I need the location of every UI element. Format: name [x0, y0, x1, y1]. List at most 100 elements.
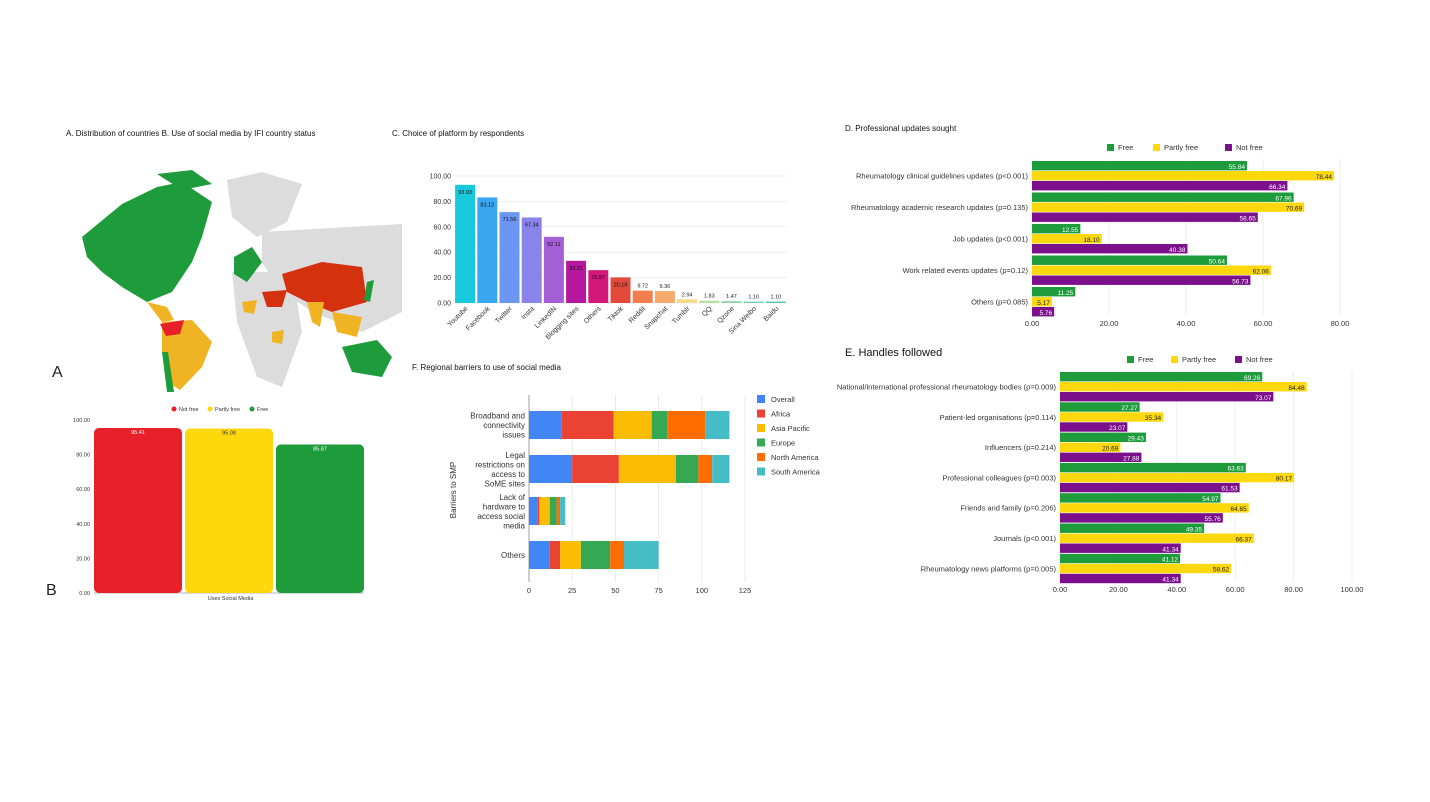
stacked-segment-f: [529, 455, 573, 483]
legend-swatch-f: [757, 453, 765, 461]
stacked-segment-f: [613, 411, 652, 439]
legend-marker-b: [207, 406, 213, 412]
stacked-segment-f: [549, 541, 561, 569]
bar-value-label: 61.53: [1221, 486, 1238, 493]
legend-swatch: [1127, 356, 1134, 363]
chart-b: Not free Partly free Free 0.00 20.00 40.00 60.…: [73, 406, 364, 602]
africa-shape: [232, 272, 302, 387]
chart-c: 0.0020.0040.0060.0080.00100.0093.03Youtu…: [430, 174, 787, 341]
stacked-segment-f: [560, 497, 566, 525]
bar: [1032, 265, 1271, 275]
bar-value-label: 66.34: [1269, 184, 1286, 191]
bar: [1032, 234, 1102, 244]
stacked-segment-f: [705, 411, 730, 439]
south-america-shape: [162, 320, 212, 390]
y-tick-label-c: 40.00: [433, 250, 451, 257]
panel-a-title: A. Distribution of countries B. Use of s…: [66, 129, 316, 138]
y-tick-label-f: media: [503, 521, 525, 530]
bar-value-label: 35.34: [1145, 415, 1162, 422]
x-label-b: Uses Social Media: [208, 596, 254, 602]
legend-label: Partly free: [1164, 143, 1198, 152]
bar: [1060, 533, 1254, 543]
x-tick-label: 40.00: [1167, 585, 1186, 594]
x-tick-label-c: QQ: [701, 305, 714, 318]
asia-notfree-shape: [282, 262, 367, 312]
x-tick-label-c: Snapchat: [643, 305, 669, 331]
x-tick-label-f: 75: [654, 586, 662, 595]
panel-f-title: F. Regional barriers to use of social me…: [412, 363, 561, 372]
stacked-segment-f: [712, 455, 730, 483]
bar: [1060, 513, 1223, 523]
bar-value-label-c: 9.72: [637, 284, 648, 290]
x-tick-label-f: 0: [527, 586, 531, 595]
x-tick-label: 20.00: [1109, 585, 1128, 594]
stacked-segment-f: [675, 455, 699, 483]
category-label: Rheumatology academic research updates (…: [851, 203, 1028, 212]
panel-b-letter: B: [46, 582, 57, 599]
bar-value-label: 41.12: [1162, 557, 1179, 564]
stacked-segment-f: [667, 411, 706, 439]
category-label: Journals (p<0.001): [993, 534, 1056, 543]
bar-c: [610, 277, 631, 303]
bar-c: [721, 301, 742, 303]
bar-b: [94, 427, 182, 593]
legend-swatch-f: [757, 467, 765, 476]
bar: [1032, 171, 1334, 181]
bar: [1060, 553, 1181, 564]
bar: [1032, 202, 1305, 212]
bar-value-label: 64.65: [1230, 506, 1247, 513]
legend-swatch: [1153, 144, 1160, 151]
y-tick-label-f: issues: [502, 431, 525, 440]
x-tick-label: 80.00: [1284, 585, 1303, 594]
y-tick-label-b: 80.00: [76, 453, 90, 459]
australia-shape: [342, 340, 392, 377]
legend-label-f: Overall: [771, 395, 795, 404]
x-tick-label-c: Qzone: [716, 305, 736, 325]
bar: [1060, 452, 1142, 462]
map-shapes: [82, 170, 402, 392]
bar-value-label: 12.55: [1062, 227, 1079, 234]
category-label: Friends and family (p=0.206): [960, 504, 1056, 513]
x-tick-label-f: 100: [696, 586, 709, 595]
bar: [1060, 442, 1121, 452]
stacked-segment-f: [698, 455, 713, 483]
panel-c-title: C. Choice of platform by respondents: [392, 129, 525, 138]
bar-value-label-b: 85.87: [313, 446, 327, 452]
bar-value-label: 29.43: [1128, 435, 1145, 442]
chart-f: 0 25 50 75 100 125 Broadband andconnectivityis…: [449, 395, 821, 595]
bar: [1060, 402, 1140, 412]
legend-label-f: Europe: [771, 439, 795, 448]
category-label: Rheumatology clinical guidelines updates…: [856, 172, 1028, 181]
y-axis-title-f: Barriers to SMP: [449, 462, 458, 518]
bar-c: [588, 270, 609, 303]
bar-c: [566, 260, 587, 303]
stacked-segment-f: [537, 497, 540, 525]
category-label: Professional colleagues (p=0.003): [942, 473, 1056, 482]
bar-value-label: 40.38: [1169, 247, 1186, 254]
legend-swatch-f: [757, 424, 765, 432]
bar: [1060, 472, 1295, 483]
bar-value-label-c: 1.10: [748, 295, 759, 301]
legend-label: Not free: [1236, 143, 1263, 152]
x-tick-label-c: Baidu: [763, 305, 781, 323]
bar: [1060, 563, 1232, 574]
x-tick-label: 60.00: [1226, 585, 1245, 594]
x-tick-label: 20.00: [1100, 319, 1119, 328]
bar-value-label-c: 93.03: [458, 190, 472, 196]
bar-value-label-c: 83.12: [480, 202, 494, 208]
bar-c: [677, 299, 698, 303]
bar-value-label-c: 1.47: [726, 294, 737, 300]
bar-c: [499, 212, 520, 303]
middle-east-shape: [262, 290, 287, 307]
bar-value-label: 58.62: [1213, 567, 1230, 574]
bar-value-label: 84.48: [1288, 385, 1305, 392]
legend-swatch: [1171, 356, 1178, 363]
y-tick-label-b: 60.00: [76, 487, 90, 493]
stacked-segment-f: [560, 541, 581, 569]
bar: [1060, 503, 1249, 513]
x-tick-label: 60.00: [1254, 319, 1273, 328]
panel-e-title: E. Handles followed: [845, 347, 943, 359]
bar: [1032, 244, 1188, 254]
bar: [1060, 462, 1246, 473]
north-america-shape: [82, 182, 212, 302]
